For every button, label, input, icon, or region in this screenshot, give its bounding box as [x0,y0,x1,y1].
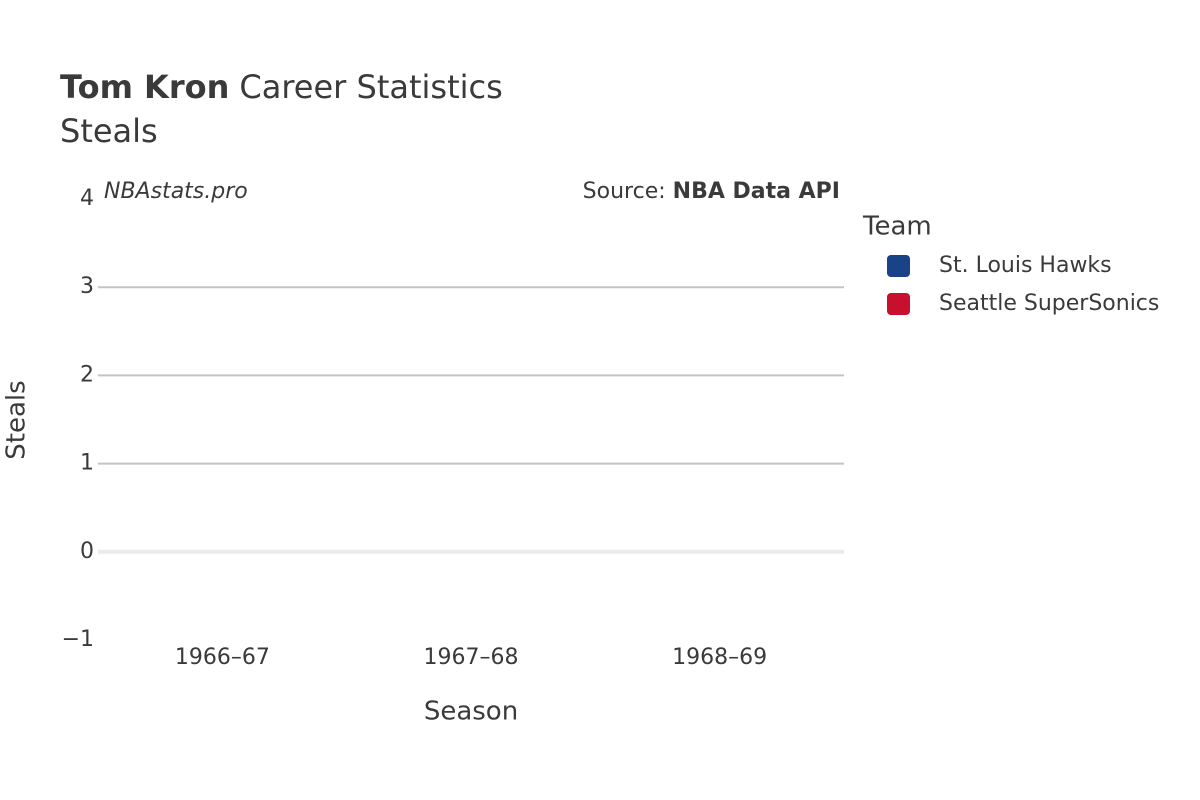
source-name: NBA Data API [673,179,840,204]
watermark: NBAstats.pro [104,179,248,204]
y-tick-label: 1 [80,451,94,476]
source-label: Source: [583,179,666,204]
source: Source: NBA Data API [583,179,840,204]
y-axis-title: Steals [2,380,32,459]
y-tick-label: 2 [80,362,94,387]
legend-label: St. Louis Hawks [939,253,1112,278]
y-tick-label: 3 [80,274,94,299]
title-name: Tom Kron [60,68,229,106]
title-rest: Career Statistics [239,68,502,106]
x-tick-label: 1968–69 [672,645,767,670]
y-tick-label: 0 [80,539,94,564]
x-tick-label: 1967–68 [424,645,519,670]
x-axis-title: Season [424,697,518,727]
legend-label: Seattle SuperSonics [939,291,1159,316]
chart-subtitle: Steals [60,112,158,150]
y-tick-label: 4 [80,186,94,211]
y-tick-label: −1 [62,627,94,652]
chart-title: Tom Kron Career Statistics [60,68,503,106]
x-tick-label: 1966–67 [175,645,270,670]
legend-title: Team [862,212,932,242]
legend-swatch [887,255,910,277]
legend-swatch [887,293,910,315]
